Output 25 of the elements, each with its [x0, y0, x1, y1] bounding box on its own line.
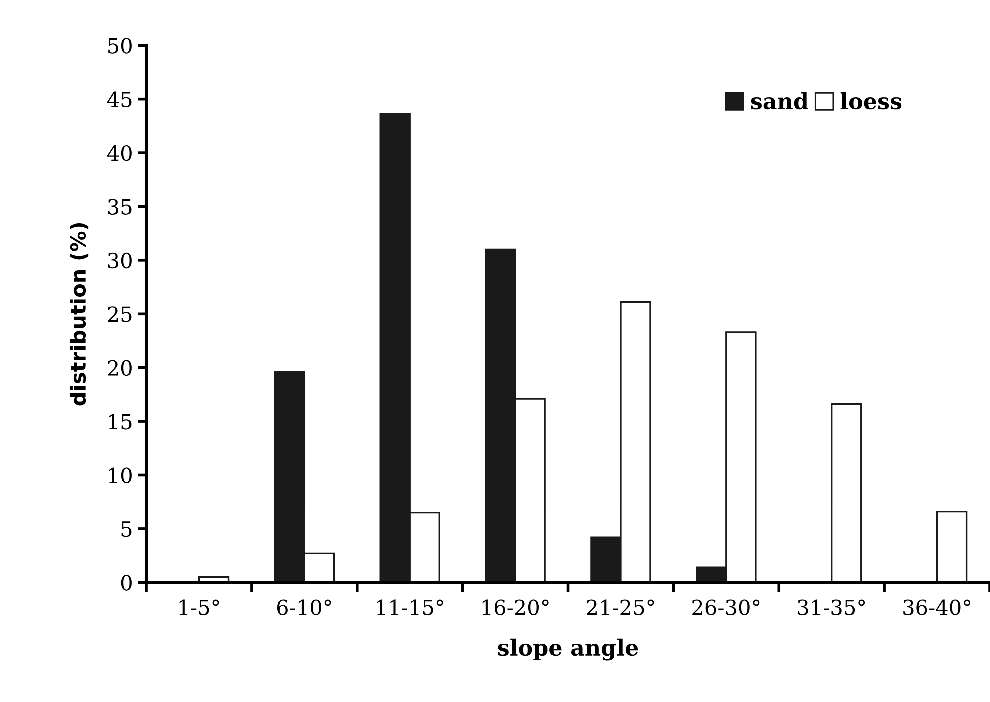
y-tick-label: 20: [108, 360, 132, 376]
x-tick-label: 21-25°: [587, 600, 654, 616]
x-tick-label: 26-30°: [692, 600, 760, 616]
x-tick-label: 16-20°: [482, 600, 549, 616]
x-tick-label: 31-35°: [798, 600, 866, 616]
legend-label: sand: [751, 92, 808, 110]
bar: [831, 404, 862, 583]
y-tick-label: 40: [107, 145, 132, 162]
y-tick-label: 0: [121, 575, 132, 591]
x-tick-label: 1-5°: [180, 600, 220, 616]
y-tick-label: 15: [109, 414, 132, 430]
bar: [936, 510, 968, 583]
x-tick-label: 11-15°: [377, 600, 444, 616]
legend-label: loess: [840, 92, 902, 110]
x-axis-title: slope angle: [498, 638, 638, 661]
y-tick-label: 30: [108, 252, 132, 269]
y-axis-title: distribution (%): [70, 223, 89, 406]
x-tick-label: 6-10°: [277, 600, 332, 616]
y-tick-label: 35: [108, 199, 132, 215]
x-tick-label: 36-40°: [904, 600, 971, 616]
y-tick-label: 10: [109, 468, 132, 484]
y-tick-label: 45: [107, 92, 132, 108]
y-tick-label: 5: [122, 522, 132, 538]
y-tick-label: 25: [108, 306, 132, 322]
y-tick-label: 50: [108, 38, 132, 54]
